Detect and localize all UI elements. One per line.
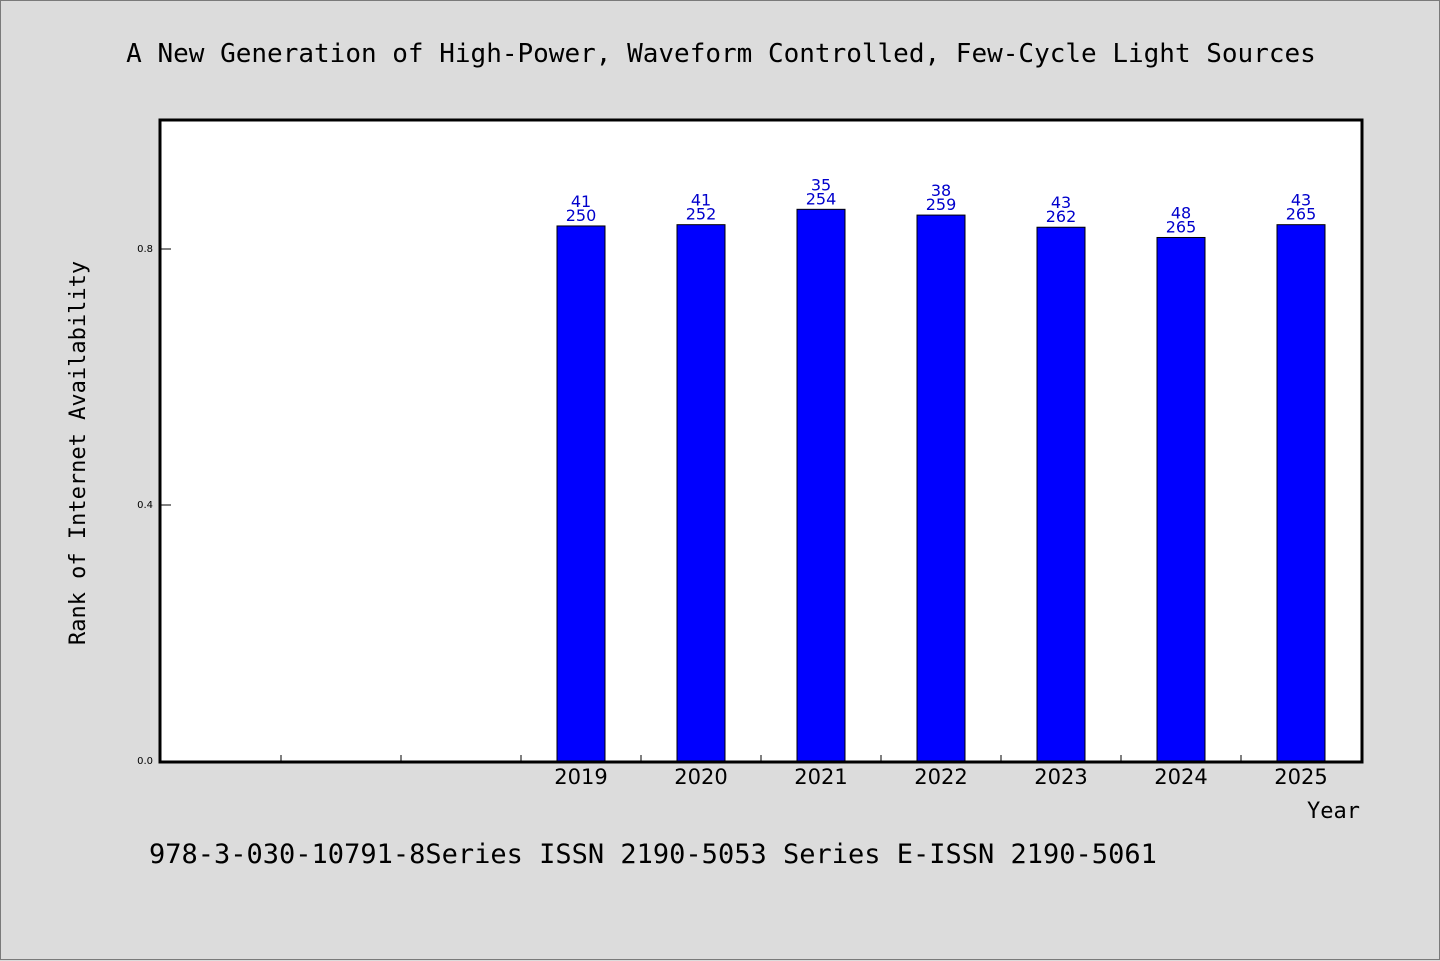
bar [676,224,726,762]
bar-label-bottom: 252 [686,205,717,224]
y-axis-ticks: 0.0 0.4 0.8 [137,244,171,767]
bar-label-bottom: 250 [566,206,597,225]
bar-label-top: 41 [691,191,711,210]
x-tick-label: 2025 [1274,765,1327,789]
x-tick-label: 2024 [1154,765,1207,789]
y-tick-label: 0.4 [137,500,153,511]
bar-label-bottom: 262 [1046,207,1077,226]
y-tick-label: 0.0 [137,756,153,767]
chart-title: A New Generation of High-Power, Waveform… [126,39,1316,69]
bar [1156,236,1206,762]
bar [556,225,606,762]
x-tick-label: 2021 [794,765,847,789]
x-axis-ticks: 2019 2020 2021 2022 2023 2024 2025 [280,755,1328,789]
bar [1036,226,1086,762]
x-axis-title: Year [1307,799,1360,824]
x-tick-label: 2019 [554,765,607,789]
footer-isbn-issn: 978-3-030-10791-8Series ISSN 2190-5053 S… [149,839,1157,870]
bar-label-bottom: 265 [1166,217,1197,236]
bar-label-bottom: 265 [1286,205,1317,224]
x-tick-label: 2022 [914,765,967,789]
bars-group [556,208,1326,762]
y-axis-title: Rank of Internet Availability [66,261,91,645]
x-tick-label: 2023 [1034,765,1087,789]
y-tick-label: 0.8 [137,244,153,255]
bar-label-top: 43 [1051,193,1071,212]
bar-label-top: 43 [1291,191,1311,210]
bar-label-top: 41 [571,192,591,211]
bar [916,214,966,762]
bar-label-top: 38 [931,181,951,200]
bar-label-bottom: 259 [926,195,957,214]
bar [796,208,846,762]
bar-label-top: 35 [811,175,831,194]
x-tick-label: 2020 [674,765,727,789]
bar [1276,224,1326,762]
bar-label-bottom: 254 [806,189,837,208]
bar-label-top: 48 [1171,203,1191,222]
